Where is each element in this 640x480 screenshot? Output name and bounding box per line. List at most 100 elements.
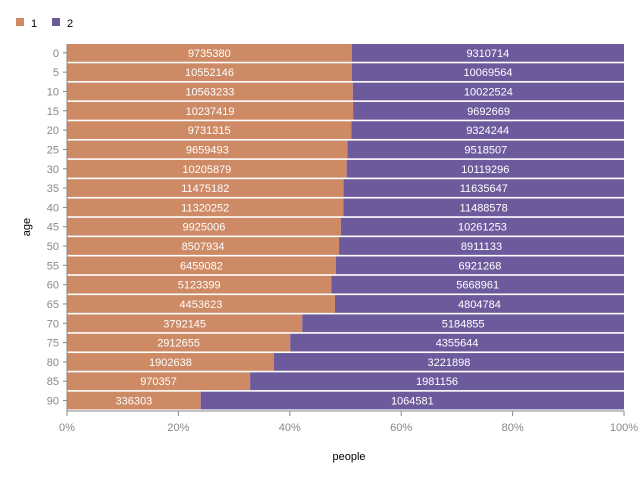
y-tick-label-75: 75 <box>47 338 59 350</box>
y-axis-title: age <box>21 218 33 236</box>
bar-series-1-15 <box>67 101 354 120</box>
data-label-series-2-75: 4355644 <box>436 338 479 350</box>
data-label-series-1-30: 10205879 <box>182 164 231 176</box>
bar-series-2-10 <box>352 82 624 101</box>
y-axis: 0 5 10 15 20 25 30 35 40 45 50 55 60 65 70 75 80 85 90 <box>47 44 68 411</box>
y-tick-label-60: 60 <box>47 280 59 292</box>
legend-swatch-2 <box>52 18 60 26</box>
bar-series-1-75 <box>67 333 291 352</box>
bar-series-2-90 <box>200 391 624 410</box>
data-label-series-1-50: 8507934 <box>182 241 225 253</box>
y-tick-label-45: 45 <box>47 222 59 234</box>
y-tick-label-65: 65 <box>47 299 59 311</box>
bar-series-2-45 <box>340 217 624 236</box>
y-tick-label-50: 50 <box>47 241 59 253</box>
bar-series-1-90 <box>67 391 201 410</box>
data-label-series-2-15: 9692669 <box>467 106 510 118</box>
data-label-series-1-55: 6459082 <box>180 260 223 272</box>
data-label-series-1-15: 10237419 <box>186 106 235 118</box>
bar-series-2-35 <box>343 179 624 197</box>
y-tick-label-70: 70 <box>47 318 59 330</box>
data-label-series-1-75: 2912655 <box>157 338 200 350</box>
legend-label-1: 1 <box>31 18 37 30</box>
bars-group: 9735380 9310714 10552146 10069564 10563233 10… <box>67 44 625 410</box>
data-label-series-1-60: 5123399 <box>178 280 221 292</box>
bar-series-2-0 <box>351 44 624 62</box>
y-tick-label-15: 15 <box>47 106 59 118</box>
x-tick-label-2: 40% <box>279 422 301 434</box>
data-label-series-2-45: 10261253 <box>458 222 507 234</box>
x-axis-title: people <box>332 451 365 463</box>
data-label-series-2-5: 10069564 <box>464 67 513 79</box>
y-tick-label-90: 90 <box>47 396 59 408</box>
data-label-series-2-85: 1981156 <box>416 376 458 388</box>
data-label-series-1-20: 9731315 <box>188 125 231 137</box>
y-tick-label-55: 55 <box>47 260 59 272</box>
bar-series-2-55 <box>335 256 624 275</box>
data-label-series-1-70: 3792145 <box>163 318 206 330</box>
x-axis: 0% 20% 40% 60% 80% 100% <box>59 410 638 434</box>
bar-series-1-55 <box>67 256 336 275</box>
data-label-series-1-0: 9735380 <box>188 48 231 60</box>
bar-series-1-30 <box>67 159 347 178</box>
bar-series-1-25 <box>67 140 348 159</box>
data-label-series-1-90: 336303 <box>115 396 152 408</box>
bar-series-2-70 <box>302 314 624 333</box>
data-label-series-1-65: 4453623 <box>180 299 223 311</box>
y-tick-label-10: 10 <box>47 86 59 98</box>
y-tick-label-85: 85 <box>47 376 59 388</box>
data-label-series-2-90: 1064581 <box>391 396 434 408</box>
bar-series-2-20 <box>351 121 624 139</box>
data-label-series-2-35: 11635647 <box>460 183 508 195</box>
y-tick-label-40: 40 <box>47 202 59 214</box>
x-tick-label-5: 100% <box>610 422 638 434</box>
data-label-series-2-25: 9518507 <box>464 144 507 156</box>
y-tick-label-20: 20 <box>47 125 59 137</box>
data-label-series-1-25: 9659493 <box>186 144 229 156</box>
bar-series-2-75 <box>290 333 624 352</box>
bar-series-1-20 <box>67 121 352 139</box>
bar-series-2-25 <box>347 140 624 159</box>
data-label-series-2-30: 10119296 <box>461 164 509 176</box>
data-label-series-2-80: 3221898 <box>427 357 470 369</box>
data-label-series-1-10: 10563233 <box>185 86 234 98</box>
y-tick-label-0: 0 <box>53 48 59 60</box>
data-label-series-2-20: 9324244 <box>466 125 509 137</box>
bar-series-1-70 <box>67 314 303 333</box>
data-label-series-2-40: 11488578 <box>460 202 508 214</box>
data-label-series-1-80: 1902638 <box>149 357 192 369</box>
data-label-series-2-0: 9310714 <box>466 48 509 60</box>
legend-label-2: 2 <box>67 18 73 30</box>
y-tick-label-30: 30 <box>47 164 59 176</box>
data-label-series-1-5: 10552146 <box>185 67 234 79</box>
x-tick-label-3: 60% <box>390 422 412 434</box>
x-tick-label-4: 80% <box>502 422 524 434</box>
y-tick-label-35: 35 <box>47 183 59 195</box>
bar-series-1-45 <box>67 217 341 236</box>
bar-series-1-60 <box>67 275 332 294</box>
y-tick-label-80: 80 <box>47 357 59 369</box>
legend: 1 2 <box>16 18 73 30</box>
bar-series-2-85 <box>250 372 625 391</box>
y-tick-label-5: 5 <box>53 67 59 79</box>
data-label-series-1-40: 11320252 <box>181 202 229 214</box>
bar-series-2-30 <box>346 159 624 178</box>
data-label-series-2-60: 5668961 <box>456 280 499 292</box>
data-label-series-1-45: 9925006 <box>183 222 226 234</box>
data-label-series-2-65: 4804784 <box>458 299 501 311</box>
data-label-series-2-55: 6921268 <box>459 260 502 272</box>
x-tick-label-1: 20% <box>167 422 189 434</box>
data-label-series-1-35: 11475182 <box>181 183 229 195</box>
data-label-series-2-50: 8911133 <box>461 241 502 253</box>
y-tick-label-25: 25 <box>47 144 59 156</box>
bar-series-1-65 <box>67 295 335 313</box>
bar-series-1-35 <box>67 179 344 197</box>
bar-series-2-60 <box>331 275 624 294</box>
x-tick-label-0: 0% <box>59 422 75 434</box>
legend-swatch-1 <box>16 18 24 26</box>
data-label-series-2-10: 10022524 <box>464 86 513 98</box>
data-label-series-1-85: 970357 <box>140 376 177 388</box>
bar-series-2-65 <box>334 295 624 313</box>
bar-series-2-15 <box>353 101 624 120</box>
